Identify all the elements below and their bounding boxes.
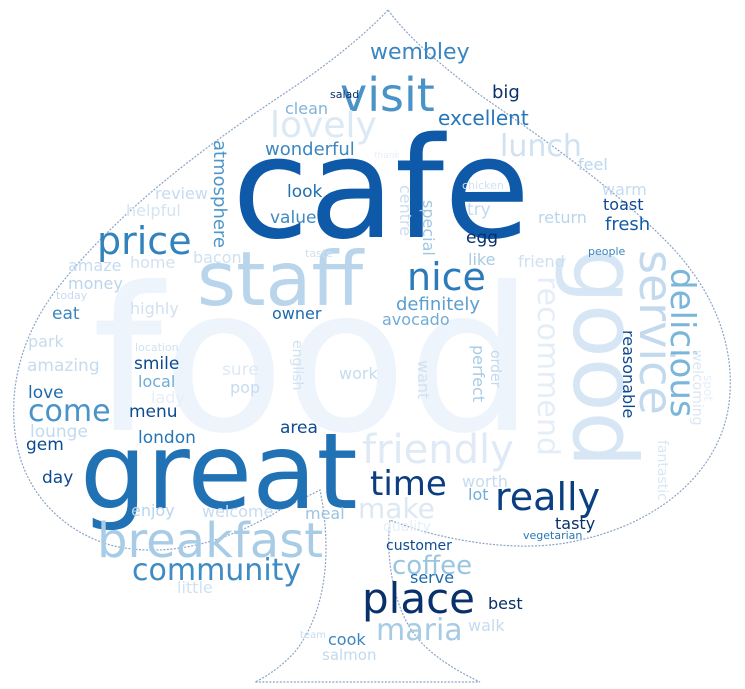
cloud-word-really: really (495, 475, 601, 519)
cloud-word-lady: lady (151, 388, 185, 407)
cloud-word-staff: staff (197, 235, 364, 323)
cloud-word-price: price (97, 219, 192, 263)
cloud-word-maria: maria (376, 613, 463, 648)
cloud-word-team: team (300, 630, 326, 641)
cloud-word-vegetarian: vegetarian (523, 529, 583, 542)
cloud-word-eat: eat (52, 304, 80, 324)
cloud-word-highly: highly (130, 299, 179, 318)
cloud-word-egg: egg (466, 228, 499, 248)
cloud-word-come: come (28, 394, 111, 429)
cloud-word-welcome: welcome (202, 502, 274, 521)
cloud-word-amaze: amaze (68, 256, 122, 275)
cloud-word-park: park (28, 332, 64, 351)
cloud-word-recommend: recommend (530, 276, 565, 456)
cloud-word-walk: walk (468, 616, 505, 635)
cloud-word-salad: salad (330, 88, 360, 101)
cloud-word-smile: smile (134, 354, 180, 374)
cloud-word-cook: cook (328, 630, 366, 649)
cloud-word-location: location (135, 341, 179, 354)
cloud-word-local: local (138, 372, 176, 391)
cloud-word-people: people (588, 245, 626, 258)
cloud-word-menu: menu (129, 402, 178, 422)
cloud-word-enjoy: enjoy (131, 501, 175, 520)
cloud-word-taste: taste (305, 247, 333, 260)
cloud-word-tasty: tasty (555, 514, 596, 533)
cloud-word-fresh: fresh (605, 214, 651, 235)
cloud-word-amazing: amazing (27, 356, 100, 376)
cloud-word-coffee: coffee (392, 551, 473, 581)
cloud-word-order: order (487, 350, 503, 388)
cloud-word-area: area (280, 418, 318, 438)
cloud-word-like: like (468, 250, 496, 269)
cloud-word-want: want (414, 360, 433, 400)
cloud-word-meal: meal (305, 504, 345, 523)
cloud-word-love: love (28, 383, 64, 403)
cloud-word-clean: clean (285, 99, 329, 118)
cloud-word-fantastic: fantastic (654, 440, 670, 501)
cloud-word-chicken: chicken (462, 179, 504, 192)
cloud-word-money: money (68, 274, 123, 293)
cloud-word-toast: toast (603, 195, 644, 214)
cloud-word-place: place (362, 574, 475, 623)
cloud-word-lovely: lovely (270, 105, 377, 146)
cloud-word-try: try (467, 200, 491, 220)
cloud-word-customer: customer (386, 538, 452, 554)
cloud-word-bacon: bacon (193, 248, 242, 267)
cloud-word-big: big (492, 82, 520, 103)
cloud-word-reasonable: reasonable (619, 330, 638, 419)
cloud-word-review: review (155, 184, 208, 203)
cloud-word-special: special (419, 200, 438, 256)
cloud-word-nice: nice (407, 255, 486, 299)
cloud-word-cafe: cafe (232, 108, 531, 271)
cloud-word-london: london (138, 428, 196, 448)
cloud-word-excellent: excellent (438, 106, 529, 130)
cloud-word-best: best (488, 594, 523, 613)
cloud-word-salmon: salmon (322, 646, 377, 664)
cloud-word-time: time (370, 464, 447, 504)
cloud-word-lot: lot (468, 485, 489, 504)
cloud-word-lunch: lunch (500, 129, 582, 164)
cloud-word-make: make (358, 492, 435, 525)
cloud-word-friendly: friendly (362, 427, 514, 473)
cloud-word-pop: pop (230, 378, 261, 397)
cloud-word-value: value (270, 208, 317, 228)
cloud-word-definitely: definitely (396, 294, 481, 315)
cloud-word-great: great (80, 411, 358, 533)
cloud-word-warm: warm (602, 180, 647, 199)
cloud-word-work: work (339, 364, 378, 383)
cloud-word-english: english (289, 340, 305, 391)
cloud-word-worth: worth (462, 472, 508, 491)
cloud-word-today: today (56, 289, 88, 302)
cloud-word-food: food (92, 245, 535, 478)
cloud-word-gem: gem (26, 435, 64, 455)
cloud-word-serve: serve (410, 568, 455, 587)
cloud-word-feel: feel (578, 155, 608, 174)
cloud-word-quality: quality (383, 519, 431, 535)
cloud-word-avocado: avocado (382, 310, 450, 329)
cloud-word-return: return (538, 208, 587, 227)
cloud-word-perfect: perfect (469, 345, 488, 403)
cloud-word-thank: thank (374, 151, 400, 161)
cloud-word-atmosphere: atmosphere (209, 140, 230, 248)
cloud-word-breakfast: breakfast (97, 513, 324, 569)
cloud-word-lounge: lounge (30, 422, 88, 442)
cloud-word-helpful: helpful (126, 201, 181, 220)
cloud-word-visit: visit (340, 68, 435, 122)
cloud-word-home: home (130, 253, 176, 272)
cloud-word-centre: centre (396, 185, 415, 237)
spade-shape-border (13, 9, 731, 683)
cloud-word-wonderful: wonderful (265, 139, 355, 160)
cloud-word-spot: spot (701, 375, 715, 401)
cloud-word-owner: owner (272, 304, 322, 323)
cloud-word-day: day (42, 468, 74, 488)
cloud-word-friend: friend (518, 252, 565, 271)
cloud-word-wembley: wembley (370, 40, 470, 65)
cloud-word-sure: sure (222, 360, 259, 380)
cloud-word-community: community (132, 553, 302, 588)
cloud-word-little: little (177, 578, 213, 597)
cloud-word-look: look (287, 182, 323, 202)
